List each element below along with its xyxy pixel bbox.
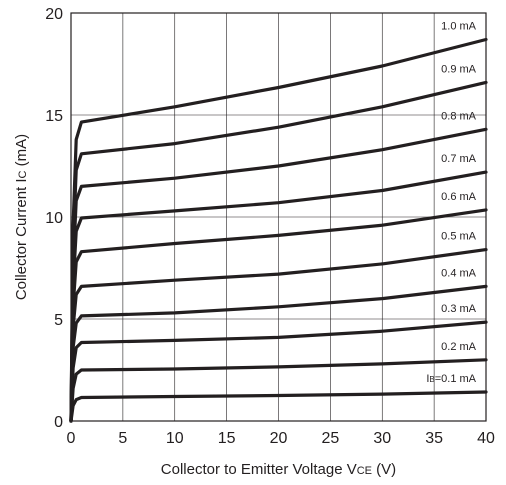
y-tick-label: 5 — [54, 312, 63, 329]
series-label-text: 0.3 mA — [441, 303, 477, 315]
series-label: 1.0 mA — [441, 21, 477, 33]
series-label-text: 0.9 mA — [441, 63, 477, 75]
series-label-text: 0.2 mA — [441, 341, 477, 353]
series-label-text: 0.5 mA — [441, 231, 477, 243]
x-axis-title: Collector to Emitter Voltage VCE (V) — [161, 461, 396, 478]
y-tick-label: 20 — [45, 6, 63, 23]
series-layer — [69, 37, 488, 423]
series-label-text: 0.6 mA — [441, 191, 477, 203]
x-tick-labels: 0 5 10 15 20 25 30 35 40 — [67, 430, 495, 447]
series-label: 0.9 mA — [441, 63, 477, 75]
series-label-prefix: I — [426, 373, 429, 385]
x-tick-label: 15 — [218, 430, 236, 447]
x-tick-label: 25 — [321, 430, 339, 447]
x-axis-title-main: Collector to Emitter Voltage V — [161, 461, 357, 478]
x-axis-title-sub: CE — [357, 465, 372, 477]
series-label: 0.4 mA — [441, 267, 477, 279]
plot-frame — [70, 12, 487, 422]
y-tick-label: 0 — [54, 414, 63, 431]
series-label-text: 1.0 mA — [441, 21, 477, 33]
x-tick-label: 10 — [166, 430, 184, 447]
curve-labels: IB=0.1 mA 0.2 mA 0.3 mA 0.4 mA 0.5 mA 0.6 mA 0… — [426, 21, 476, 386]
y-axis-title-main: Collector Current I — [13, 178, 30, 300]
x-tick-label: 30 — [373, 430, 391, 447]
series-label-text: =0.1 mA — [435, 373, 477, 385]
series-label: 0.6 mA — [441, 191, 477, 203]
y-axis-title-sub: C — [17, 170, 29, 178]
series-label-text: 0.7 mA — [441, 153, 477, 165]
x-tick-label: 35 — [425, 430, 443, 447]
series-label: 0.7 mA — [441, 153, 477, 165]
series-line-1-0-ma — [69, 37, 488, 423]
x-axis-title-unit: (V) — [372, 461, 396, 478]
y-axis-title-unit: (mA) — [13, 134, 30, 171]
y-tick-label: 15 — [45, 108, 63, 125]
x-tick-label: 40 — [477, 430, 495, 447]
series-label: 0.2 mA — [441, 341, 477, 353]
series-label-text: 0.4 mA — [441, 267, 477, 279]
x-tick-label: 20 — [270, 430, 288, 447]
x-tick-label: 0 — [67, 430, 76, 447]
y-axis-title: Collector Current IC (mA) — [13, 134, 30, 300]
series-label: 0.5 mA — [441, 231, 477, 243]
series-label: 0.8 mA — [441, 110, 477, 122]
series-label-sub: B — [429, 375, 434, 384]
series-label: IB=0.1 mA — [426, 373, 476, 385]
x-tick-label: 5 — [118, 430, 127, 447]
y-tick-labels: 0 5 10 15 20 — [45, 6, 63, 431]
series-label-text: 0.8 mA — [441, 110, 477, 122]
y-tick-label: 10 — [45, 210, 63, 227]
grid-lines — [71, 13, 486, 421]
series-label: 0.3 mA — [441, 303, 477, 315]
